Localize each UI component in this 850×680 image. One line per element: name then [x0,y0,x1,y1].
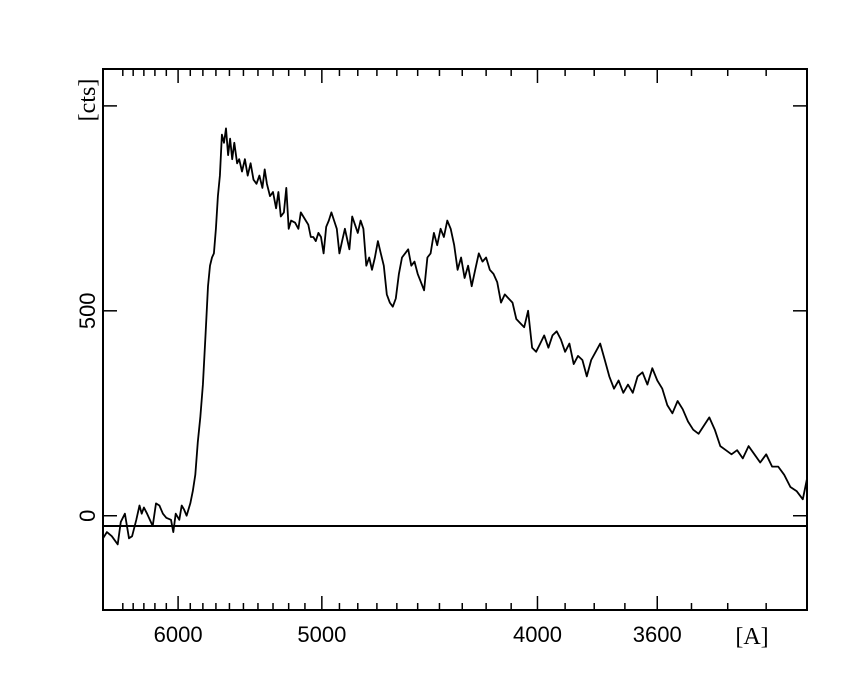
x-axis-label: [A] [735,624,768,650]
y-tick-label: 500 [75,292,100,329]
spectrum-line [102,127,808,546]
axis-ticks [103,69,807,610]
plot-frame [102,68,808,611]
x-tick-label: 3600 [633,622,682,647]
y-axis-label: [cts] [75,79,101,122]
x-tick-label: 4000 [513,622,562,647]
tick-labels: 6000 5000 4000 3600 0 500 [75,292,682,647]
y-tick-label: 0 [75,510,100,522]
x-tick-label: 6000 [154,622,203,647]
x-tick-label: 5000 [297,622,346,647]
